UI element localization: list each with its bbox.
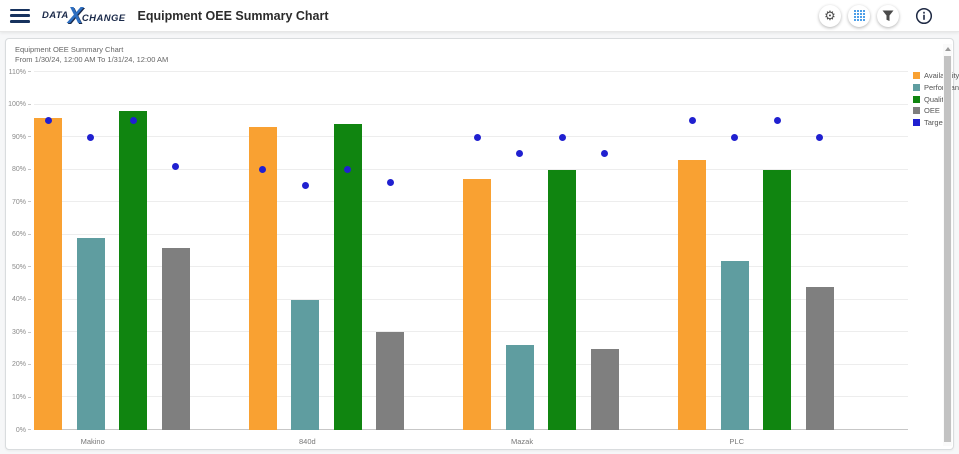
target-dot-plc-quality bbox=[773, 117, 781, 125]
y-tick-label: 40% bbox=[6, 296, 31, 303]
grid-icon bbox=[853, 10, 865, 21]
target-dot-makino-availability bbox=[44, 117, 52, 125]
legend-swatch bbox=[913, 72, 920, 80]
target-dot-840d-quality bbox=[344, 166, 352, 174]
plot-area bbox=[34, 71, 908, 430]
bar-quality-makino bbox=[119, 111, 147, 430]
y-tick-label: 0% bbox=[6, 427, 31, 434]
bar-availability-plc bbox=[678, 159, 706, 430]
target-dot-mazak-oee bbox=[601, 149, 609, 157]
gridline bbox=[34, 71, 908, 72]
gridline bbox=[34, 168, 908, 170]
target-dot-makino-quality bbox=[129, 117, 137, 125]
legend-label: Quality bbox=[924, 94, 948, 104]
dataxchange-logo: DATA X CHANGE bbox=[42, 2, 126, 29]
legend-swatch bbox=[913, 119, 920, 127]
bar-availability-makino bbox=[34, 117, 62, 430]
y-tick-label: 50% bbox=[6, 264, 31, 271]
gridline bbox=[34, 136, 908, 138]
y-tick-label: 70% bbox=[6, 199, 31, 206]
chart-card: Equipment OEE Summary Chart From 1/30/24… bbox=[5, 38, 959, 451]
legend-item-quality[interactable]: Quality bbox=[913, 93, 959, 105]
bar-availability-mazak bbox=[463, 179, 492, 430]
y-tick-label: 110% bbox=[6, 69, 31, 76]
x-axis-label-840d: 840d bbox=[299, 437, 316, 446]
bar-availability-840d bbox=[248, 127, 277, 430]
bar-performance-makino bbox=[76, 237, 105, 430]
bar-oee-mazak bbox=[590, 348, 619, 430]
legend-item-target[interactable]: Target bbox=[913, 117, 959, 129]
legend-item-performance[interactable]: Performance bbox=[913, 82, 959, 94]
legend-label: Performance bbox=[924, 83, 959, 93]
y-axis-labels: 0% 10% 20% 30% 40% 50% 60% 70% 80% 90% 100% 110% bbox=[6, 69, 31, 434]
target-dot-mazak-quality bbox=[558, 133, 566, 141]
target-dot-makino-oee bbox=[172, 162, 179, 170]
x-axis-label-plc: PLC bbox=[729, 437, 744, 446]
bar-oee-makino bbox=[161, 247, 190, 430]
target-dot-840d-performance bbox=[301, 182, 309, 190]
hamburger-menu-icon[interactable] bbox=[10, 8, 30, 23]
legend-swatch bbox=[913, 84, 920, 92]
logo-text-change: CHANGE bbox=[81, 12, 126, 24]
target-dot-makino-performance bbox=[87, 133, 94, 141]
legend-swatch bbox=[913, 107, 920, 115]
chart-title: Equipment OEE Summary Chart bbox=[15, 45, 124, 54]
target-dot-plc-oee bbox=[816, 133, 823, 141]
target-dot-plc-performance bbox=[731, 133, 738, 141]
filter-funnel-icon bbox=[882, 10, 894, 21]
bar-quality-840d bbox=[333, 124, 362, 430]
info-icon bbox=[915, 7, 933, 24]
app-header: DATA X CHANGE Equipment OEE Summary Char… bbox=[0, 0, 959, 32]
scrollbar-thumb[interactable] bbox=[944, 56, 951, 442]
bar-quality-plc bbox=[763, 169, 791, 430]
gear-icon: ⚙ bbox=[824, 8, 836, 23]
gridline bbox=[34, 103, 908, 105]
legend-label: Target bbox=[924, 118, 945, 128]
y-tick-label: 90% bbox=[6, 134, 31, 141]
grid-view-button[interactable] bbox=[848, 4, 870, 27]
y-tick-label: 60% bbox=[6, 231, 31, 238]
page-title: Equipment OEE Summary Chart bbox=[137, 8, 329, 23]
bar-performance-840d bbox=[291, 299, 320, 430]
y-tick-label: 10% bbox=[6, 394, 31, 401]
legend-swatch bbox=[913, 95, 920, 103]
legend-item-oee[interactable]: OEE bbox=[913, 105, 959, 117]
logo-text-x: X bbox=[67, 2, 83, 29]
target-dot-840d-availability bbox=[259, 166, 267, 174]
scrollbar-up-arrow-icon[interactable] bbox=[944, 47, 951, 51]
vertical-scrollbar[interactable] bbox=[943, 44, 952, 446]
filter-button[interactable] bbox=[877, 4, 899, 27]
info-button[interactable] bbox=[915, 7, 933, 25]
bar-oee-plc bbox=[805, 286, 834, 430]
target-dot-840d-oee bbox=[386, 179, 394, 187]
y-tick-label: 30% bbox=[6, 329, 31, 336]
y-tick-label: 20% bbox=[6, 361, 31, 368]
legend-item-availability[interactable]: Availability bbox=[913, 70, 959, 82]
target-dot-mazak-performance bbox=[516, 149, 524, 157]
x-axis-label-mazak: Mazak bbox=[510, 437, 534, 446]
legend-label: Availability bbox=[924, 71, 959, 81]
logo-text-data: DATA bbox=[42, 9, 69, 21]
x-axis-label-makino: Makino bbox=[80, 437, 105, 446]
y-tick-label: 100% bbox=[6, 101, 31, 108]
bar-quality-mazak bbox=[548, 169, 577, 430]
bar-oee-840d bbox=[376, 332, 405, 430]
bar-performance-mazak bbox=[505, 345, 534, 430]
y-tick-label: 80% bbox=[6, 166, 31, 173]
target-dot-plc-availability bbox=[688, 117, 696, 125]
legend: Availability PerformanceQuality OEE Target bbox=[913, 70, 959, 128]
x-axis-labels: Makino 840d Mazak PLC bbox=[6, 437, 955, 451]
bar-performance-plc bbox=[720, 260, 749, 430]
target-dot-mazak-availability bbox=[473, 133, 481, 141]
chart-subtitle: From 1/30/24, 12:00 AM To 1/31/24, 12:00… bbox=[15, 55, 169, 64]
legend-label: OEE bbox=[924, 106, 940, 116]
settings-button[interactable]: ⚙ bbox=[819, 4, 841, 27]
